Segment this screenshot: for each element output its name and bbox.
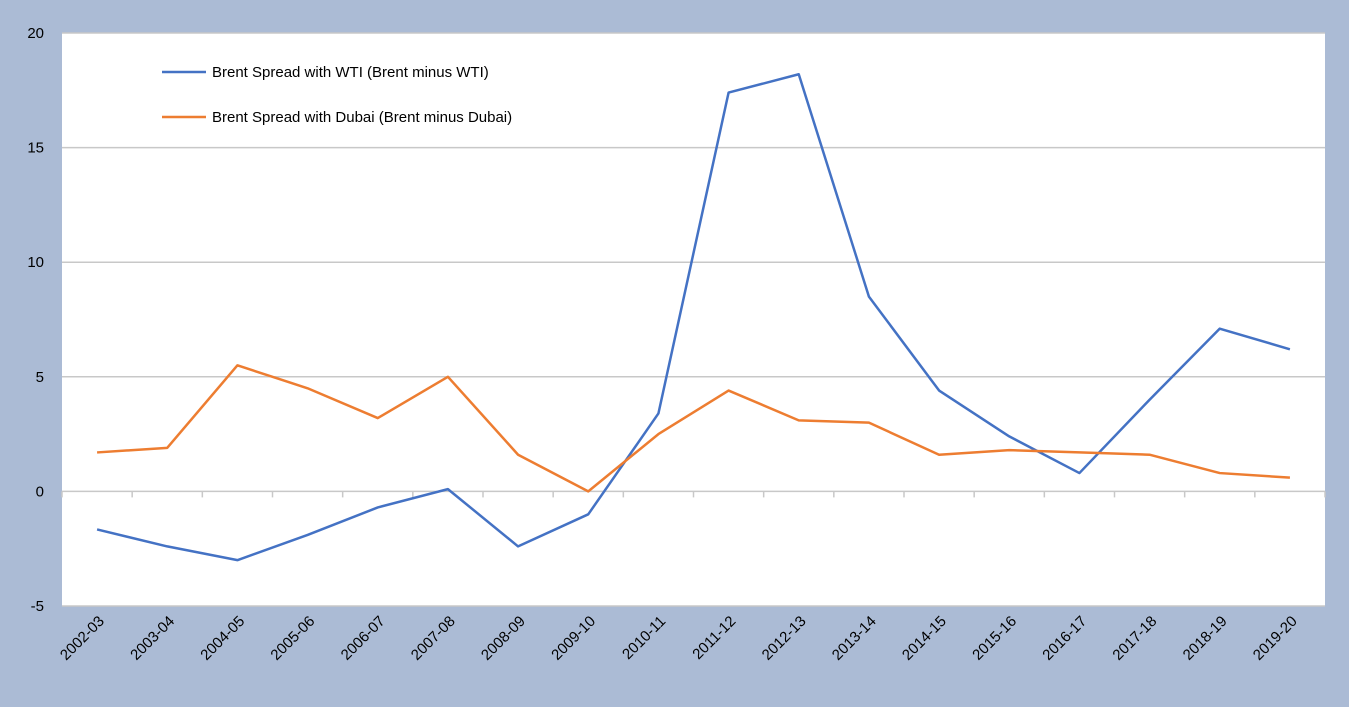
y-tick-label: 10	[27, 254, 44, 271]
legend-label: Brent Spread with WTI (Brent minus WTI)	[212, 64, 489, 81]
y-tick-label: 5	[36, 369, 44, 386]
plot-area	[62, 33, 1325, 606]
y-tick-label: 0	[36, 483, 44, 500]
series-line	[96, 73, 1291, 562]
y-tick-label: 20	[27, 25, 44, 42]
y-tick-label: 15	[27, 140, 44, 157]
legend-label: Brent Spread with Dubai (Brent minus Dub…	[212, 109, 512, 126]
series-line	[97, 364, 1290, 493]
y-tick-label: -5	[31, 598, 44, 615]
